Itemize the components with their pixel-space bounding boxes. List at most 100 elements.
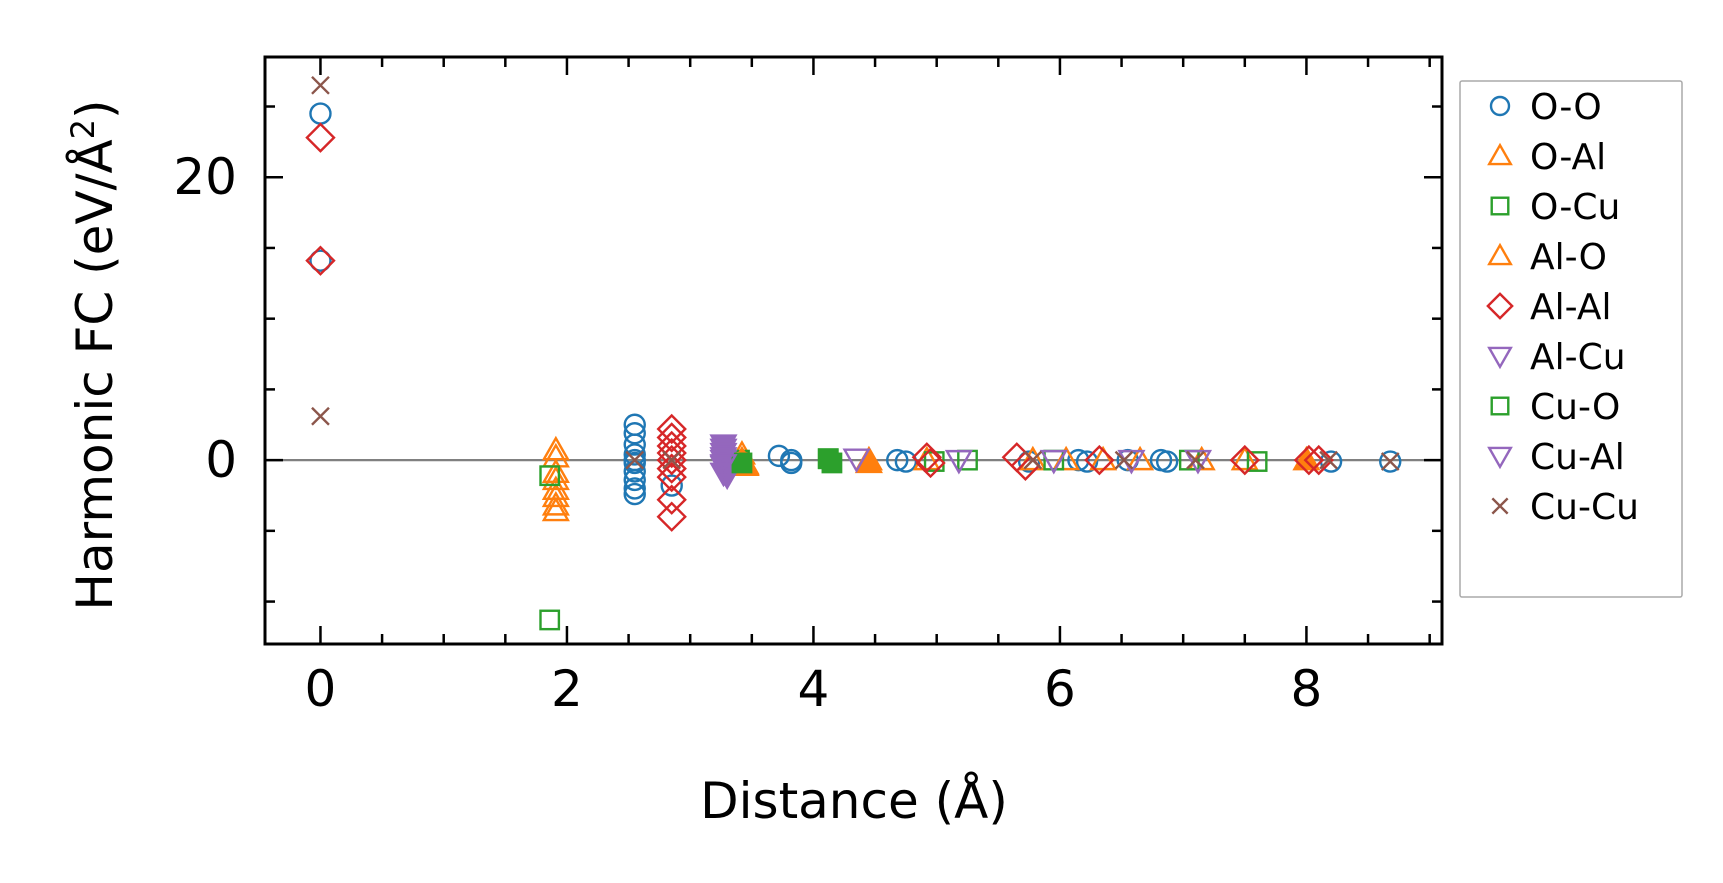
legend-marker — [1487, 346, 1513, 370]
y-axis-label: Harmonic FC (eV/Å2) — [64, 99, 124, 610]
data-point — [911, 442, 943, 473]
x-axis-label: Distance (Å) — [700, 772, 1008, 830]
data-point — [1186, 450, 1205, 470]
legend-label: Al-Al — [1530, 287, 1611, 328]
y-axis-label-close: ) — [66, 99, 124, 119]
legend-marker — [1490, 196, 1510, 216]
data-point — [842, 448, 871, 474]
data-point — [1229, 444, 1261, 476]
legend-item: Al-O — [1487, 237, 1607, 278]
data-point — [623, 448, 646, 472]
data-point — [541, 458, 570, 484]
x-tick-label: 2 — [551, 660, 583, 718]
data-point — [623, 443, 646, 466]
data-point — [662, 450, 682, 470]
data-point — [309, 249, 332, 272]
legend: O-O O-Al O-Cu Al-O Al-Al Al-Cu Cu-O Cu-Al Cu-Cu — [1459, 80, 1683, 598]
legend-marker — [1487, 142, 1513, 166]
data-point — [709, 438, 738, 464]
plot-frame — [263, 55, 1444, 646]
series-cu-o — [731, 448, 843, 474]
legend-marker — [1487, 446, 1513, 470]
data-point — [656, 413, 687, 445]
y-tick-label: 20 — [173, 148, 237, 206]
legend-item: O-Al — [1487, 137, 1606, 178]
data-point — [1075, 450, 1099, 473]
series-cu-al — [709, 438, 1213, 479]
ticks-layer — [265, 57, 1442, 644]
data-point — [731, 452, 753, 474]
legend-label: O-O — [1530, 87, 1602, 128]
data-point — [1183, 449, 1213, 475]
data-point — [541, 482, 570, 508]
legend-label: Al-Cu — [1530, 337, 1626, 378]
data-point — [1010, 450, 1041, 481]
data-point — [541, 465, 570, 491]
y-axis-label-main: Harmonic FC (eV/Å — [66, 139, 124, 610]
data-point — [656, 484, 687, 515]
series-cu-cu — [311, 75, 1400, 471]
data-point — [1293, 444, 1325, 476]
data-point — [656, 422, 687, 453]
legend-marker — [1486, 292, 1514, 320]
data-point — [1379, 450, 1402, 473]
data-point — [623, 433, 646, 456]
legend-marker — [1489, 95, 1511, 117]
legend-item: Al-Al — [1486, 287, 1611, 328]
data-points-layer — [305, 75, 1402, 631]
legend-item: Cu-O — [1490, 387, 1620, 428]
legend-label: O-Cu — [1530, 187, 1620, 228]
series-o-cu — [539, 448, 1268, 631]
data-point — [1039, 449, 1068, 475]
data-point — [944, 449, 973, 475]
series-o-o — [309, 102, 1402, 506]
x-tick-label: 6 — [1044, 660, 1076, 718]
data-point — [915, 447, 946, 479]
data-point — [1230, 445, 1259, 471]
data-point — [305, 122, 336, 153]
data-point — [541, 490, 570, 516]
data-point — [767, 444, 791, 468]
data-point — [541, 435, 570, 461]
data-point — [623, 482, 646, 506]
legend-item: O-Cu — [1490, 187, 1620, 228]
data-point — [709, 454, 738, 479]
data-point — [1155, 450, 1179, 473]
data-point — [625, 450, 645, 470]
legend-item: Cu-Cu — [1491, 487, 1639, 528]
legend-label: O-Al — [1530, 137, 1606, 178]
legend-item: Al-Cu — [1487, 337, 1626, 378]
legend-item: Cu-Al — [1487, 437, 1625, 478]
legend-marker — [1491, 497, 1509, 515]
data-point — [1052, 445, 1081, 471]
legend-frame — [1459, 80, 1683, 598]
x-tick-label: 4 — [798, 660, 830, 718]
data-point — [656, 453, 687, 484]
data-point — [1380, 452, 1400, 471]
data-point — [656, 444, 687, 476]
data-point — [1303, 444, 1334, 476]
data-point — [656, 501, 687, 532]
data-point — [541, 496, 570, 522]
data-point — [539, 609, 561, 631]
data-point — [1246, 451, 1268, 472]
data-point — [539, 465, 561, 487]
legend-marker — [1490, 396, 1510, 416]
data-point — [886, 448, 909, 472]
data-point — [311, 406, 330, 426]
legend-label: Cu-Al — [1530, 437, 1625, 478]
data-point — [660, 474, 683, 497]
data-point — [309, 102, 332, 125]
legend-label: Cu-Cu — [1530, 487, 1639, 528]
y-tick-label: 0 — [205, 431, 237, 489]
data-point — [1125, 445, 1155, 471]
data-point — [780, 451, 803, 475]
data-point — [305, 245, 336, 276]
data-point — [1084, 444, 1115, 476]
data-point — [311, 75, 330, 95]
legend-items: O-O O-Al O-Cu Al-O Al-Al Al-Cu Cu-O Cu-Al Cu-Cu — [1486, 87, 1639, 528]
data-point — [1319, 450, 1338, 470]
data-point — [709, 447, 738, 472]
data-point — [1018, 445, 1047, 471]
